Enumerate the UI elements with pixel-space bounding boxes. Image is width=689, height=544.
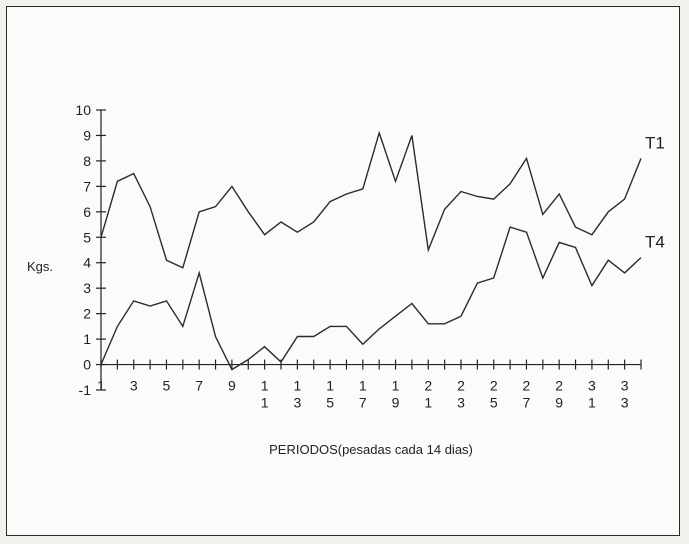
- series-line-t1: [100, 130, 642, 269]
- x-tick-label: 2: [490, 378, 498, 394]
- y-tick-label: 1: [83, 331, 91, 347]
- x-tick-label: 1: [359, 378, 367, 394]
- series-line-t4: [100, 226, 642, 371]
- x-tick-label: 5: [326, 395, 334, 411]
- x-tick-label: 1: [588, 395, 596, 411]
- y-tick-label: 2: [83, 306, 91, 322]
- x-tick-label: 2: [457, 378, 465, 394]
- x-tick-label: 1: [261, 395, 269, 411]
- y-tick-label: -1: [79, 382, 92, 398]
- y-tick-label: 3: [83, 280, 91, 296]
- x-tick-label: 3: [130, 378, 138, 394]
- x-tick-label: 2: [523, 378, 531, 394]
- x-tick-label: 3: [621, 395, 629, 411]
- x-tick-label: 3: [293, 395, 301, 411]
- x-tick-label: 5: [490, 395, 498, 411]
- x-tick-label: 3: [588, 378, 596, 394]
- y-tick-label: 9: [83, 127, 91, 143]
- y-axis-label: Kgs.: [27, 259, 53, 274]
- y-tick-label: 6: [83, 204, 91, 220]
- y-tick-label: 8: [83, 153, 91, 169]
- x-tick-label: 1: [392, 378, 400, 394]
- x-tick-label: 3: [621, 378, 629, 394]
- y-tick-label: 10: [75, 102, 91, 118]
- x-tick-label: 9: [555, 395, 563, 411]
- x-tick-label: 1: [97, 378, 105, 394]
- series-label-t4: T4: [645, 233, 665, 252]
- x-tick-label: 7: [523, 395, 531, 411]
- x-tick-label: 7: [195, 378, 203, 394]
- y-tick-label: 4: [83, 255, 91, 271]
- x-tick-label: 5: [163, 378, 171, 394]
- x-tick-label: 3: [457, 395, 465, 411]
- x-tick-label: 9: [228, 378, 236, 394]
- y-tick-label: 5: [83, 229, 91, 245]
- series-lines: T1 T4: [100, 130, 665, 371]
- x-tick-label: 7: [359, 395, 367, 411]
- x-tick-label: 9: [392, 395, 400, 411]
- x-tick-label: 1: [293, 378, 301, 394]
- y-tick-label: 7: [83, 178, 91, 194]
- x-tick-label: 2: [424, 378, 432, 394]
- x-axis-label: PERIODOS(pesadas cada 14 dias): [269, 442, 473, 457]
- series-label-t1: T1: [645, 133, 665, 152]
- x-tick-label: 2: [555, 378, 563, 394]
- x-tick-label: 1: [326, 378, 334, 394]
- x-tick-label: 1: [424, 395, 432, 411]
- x-tick-label: 1: [261, 378, 269, 394]
- y-tick-label: 0: [83, 357, 91, 373]
